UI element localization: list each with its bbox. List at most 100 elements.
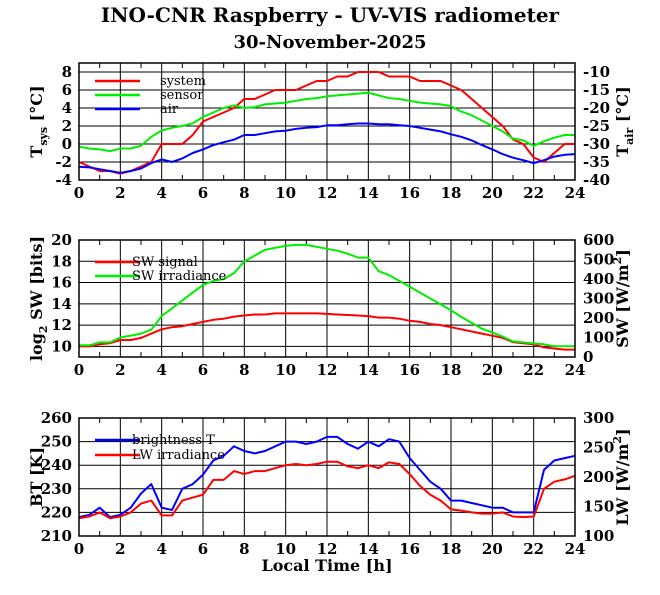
series-line-sensor (78, 91, 575, 153)
y-right-label-rest: [°C] (613, 86, 632, 127)
x-tick-label: 0 (74, 184, 84, 202)
y-left-label-main: BT [K] (27, 447, 46, 507)
x-tick-label: 8 (239, 184, 249, 202)
x-tick-label: 16 (399, 184, 420, 202)
y-right-tick-label: 500 (583, 251, 614, 269)
x-tick-label: 20 (482, 361, 503, 379)
x-tick-label: 4 (156, 184, 166, 202)
y-left-tick-label: 12 (51, 316, 72, 334)
y-left-tick-label: 14 (51, 295, 72, 313)
legend-label: system (160, 74, 206, 89)
y-left-tick-label: 250 (41, 433, 72, 451)
x-tick-label: 6 (198, 540, 208, 558)
chart-title: INO-CNR Raspberry - UV-VIS radiometer (101, 3, 560, 27)
x-tick-label: 10 (275, 540, 296, 558)
y-left-tick-label: -4 (55, 171, 72, 189)
y-left-tick-label: 2 (62, 117, 72, 135)
series-line-sw-irradiance (79, 243, 575, 348)
x-tick-label: 16 (399, 540, 420, 558)
y-right-tick-label: 300 (583, 409, 614, 427)
y-right-tick-label: 150 (583, 498, 614, 516)
x-tick-label: 20 (482, 184, 503, 202)
y-right-label-main: SW [W/m (613, 264, 632, 347)
y-left-tick-label: 260 (41, 409, 72, 427)
x-tick-label: 14 (358, 184, 379, 202)
series-line-air (78, 122, 576, 174)
plot-frame (78, 417, 576, 537)
x-tick-label: 8 (239, 361, 249, 379)
y-left-tick-label: 6 (62, 81, 72, 99)
y-left-tick-label: 210 (41, 527, 72, 545)
series-line-lw-irradiance (78, 460, 576, 520)
y-right-tick-label: -15 (583, 81, 610, 99)
y-right-label-sup: 2 (611, 436, 624, 444)
x-tick-label: 8 (239, 540, 249, 558)
y-right-tick-label: -30 (583, 135, 610, 153)
y-right-label-main: LW [W/m (613, 444, 632, 526)
panel-2: 0 2 4 6 8 10 12 14 16 18 20 22 241012141618200100200… (27, 231, 632, 379)
y-right-label: Tair [°C] (613, 86, 636, 156)
y-left-tick-label: 10 (51, 337, 72, 355)
y-right-label: LW [W/m2] (611, 428, 632, 525)
x-tick-label: 22 (523, 361, 544, 379)
chart-subtitle: 30-November-2025 (233, 32, 426, 53)
x-tick-label: 18 (441, 540, 462, 558)
y-left-tick-label: 220 (41, 503, 72, 521)
y-left-label-main: log (27, 333, 46, 361)
y-left-label-main: T (27, 146, 46, 158)
legend-label: SW signal (132, 255, 198, 270)
plot-frame (78, 239, 576, 358)
x-tick-label: 12 (317, 540, 338, 558)
y-left-tick-label: 8 (62, 63, 72, 81)
y-right-tick-label: 300 (583, 290, 614, 308)
x-tick-label: 20 (482, 540, 503, 558)
y-left-tick-label: 230 (41, 480, 72, 498)
y-right-tick-label: -25 (583, 117, 610, 135)
x-tick-label: 22 (523, 184, 544, 202)
y-right-tick-label: 100 (583, 329, 614, 347)
x-tick-label: 2 (115, 540, 125, 558)
panel-1: 0 2 4 6 8 10 12 14 16 18 20 22 24-4-202468-40-35-30-… (27, 62, 636, 202)
x-tick-label: 24 (565, 184, 586, 202)
x-tick-label: 10 (275, 361, 296, 379)
y-right-tick-label: 200 (583, 468, 614, 486)
y-left-label: Tsys [°C] (27, 85, 50, 157)
series-line-system (78, 71, 575, 175)
y-right-tick-label: 600 (583, 231, 614, 249)
x-tick-label: 24 (565, 540, 586, 558)
y-left-tick-label: 16 (51, 274, 72, 292)
legend-label: air (160, 102, 179, 117)
x-tick-label: 18 (441, 361, 462, 379)
y-right-label-sub: air (623, 128, 636, 145)
y-left-tick-label: 18 (51, 252, 72, 270)
y-right-label-rest: ] (613, 428, 632, 436)
legend-label: LW irradiance (132, 448, 225, 463)
y-right-label-main: T (613, 145, 632, 157)
x-tick-label: 4 (156, 361, 166, 379)
x-tick-label: 12 (317, 361, 338, 379)
x-tick-label: 6 (198, 361, 208, 379)
x-tick-label: 10 (275, 184, 296, 202)
x-tick-label: 14 (358, 540, 379, 558)
y-right-tick-label: 250 (583, 439, 614, 457)
y-left-tick-label: 240 (41, 456, 72, 474)
x-tick-label: 18 (441, 184, 462, 202)
series-line-sw-signal (79, 312, 575, 351)
legend-label: sensor (160, 88, 204, 103)
y-right-tick-label: 0 (583, 348, 593, 366)
x-tick-label: 4 (156, 540, 166, 558)
y-left-label-rest: SW [bits] (27, 236, 46, 325)
y-right-tick-label: 100 (583, 527, 614, 545)
y-left-tick-label: 0 (62, 135, 72, 153)
y-right-label-sup: 2 (611, 257, 624, 265)
x-tick-label: 2 (115, 184, 125, 202)
x-tick-label: 2 (115, 361, 125, 379)
x-tick-label: 16 (399, 361, 420, 379)
y-left-label-rest: [°C] (27, 85, 46, 126)
y-left-tick-label: -2 (55, 153, 72, 171)
y-left-tick-label: 4 (62, 99, 72, 117)
x-tick-label: 0 (74, 540, 84, 558)
x-tick-label: 24 (565, 361, 586, 379)
legend-label: SW irradiance (132, 269, 227, 284)
